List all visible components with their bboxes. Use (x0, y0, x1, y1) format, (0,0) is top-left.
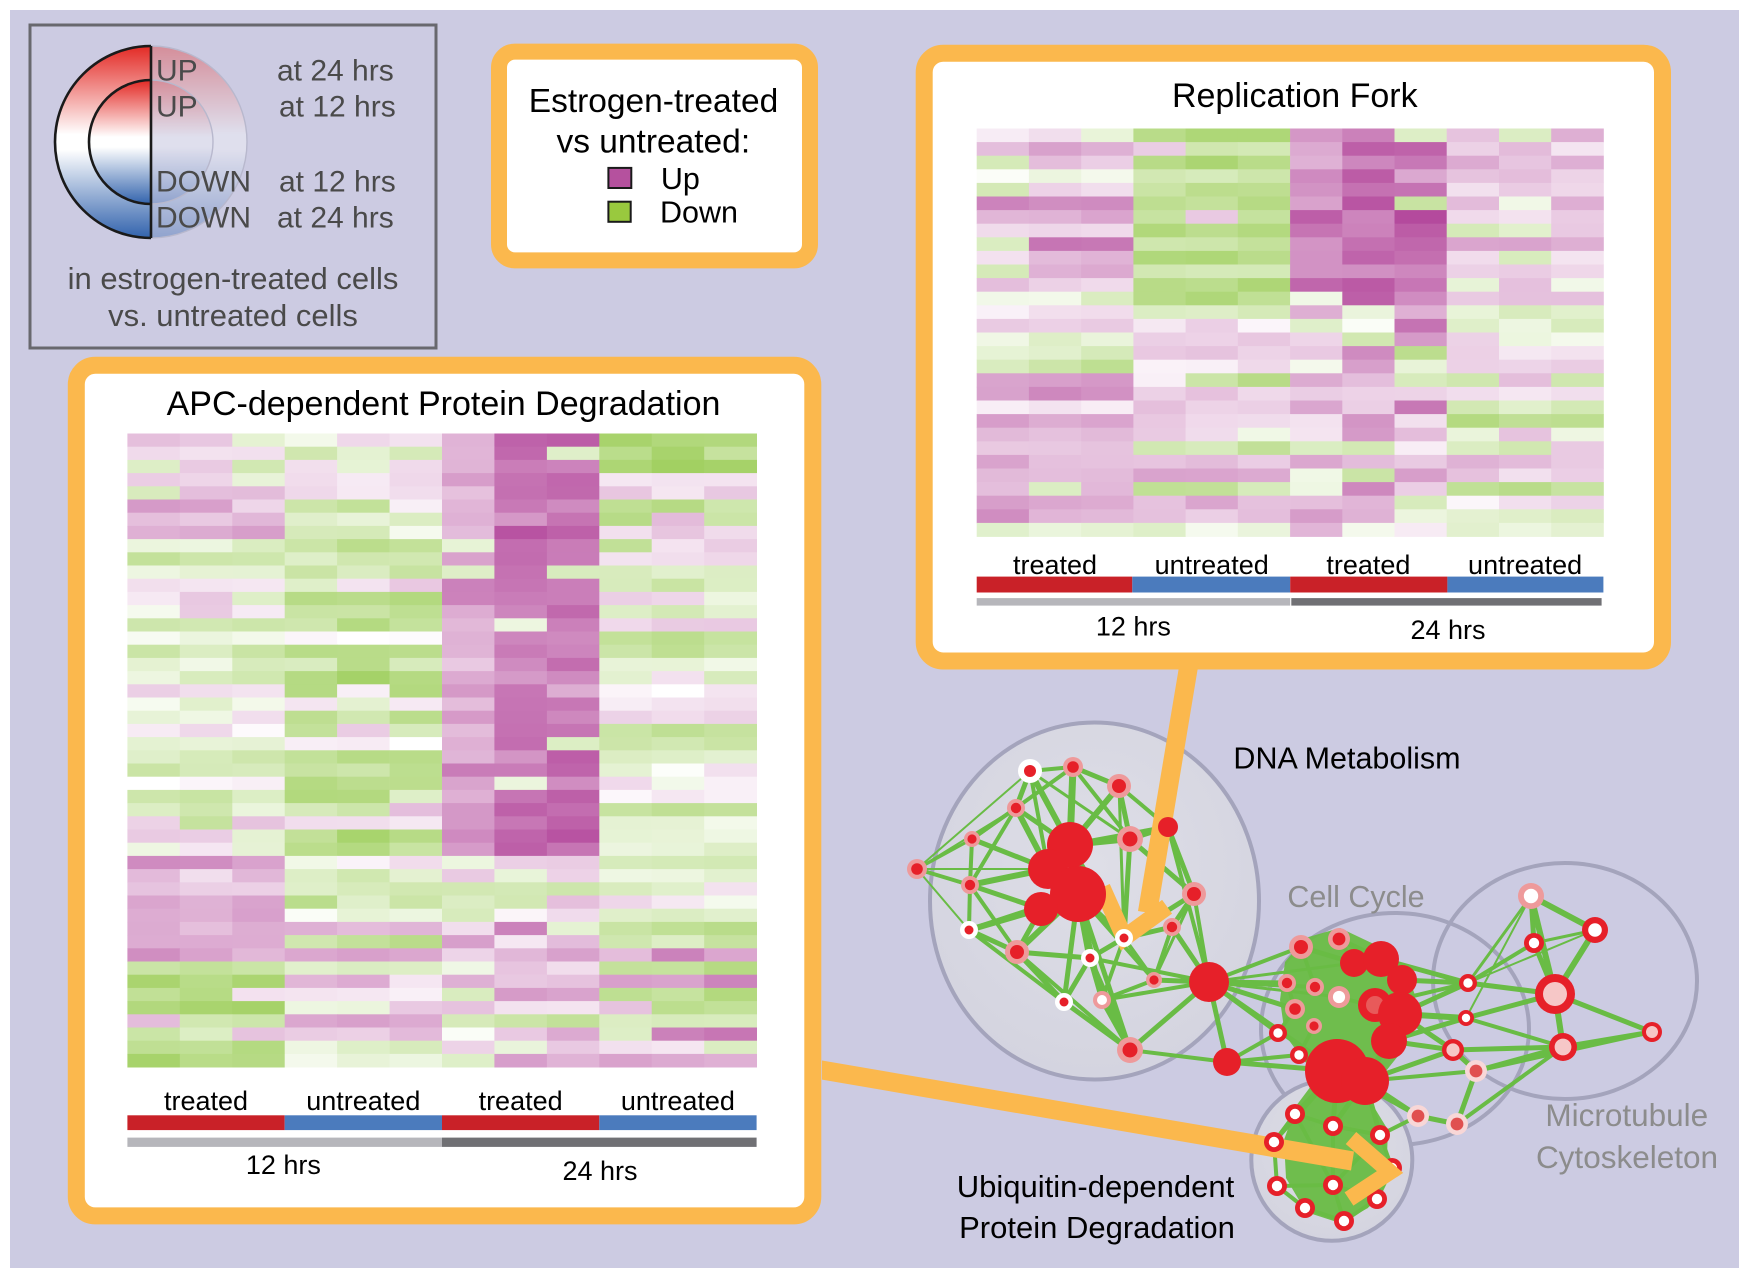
svg-text:24 hrs: 24 hrs (1410, 615, 1485, 645)
svg-text:Ubiquitin-dependent: Ubiquitin-dependent (957, 1169, 1235, 1204)
svg-text:DOWN: DOWN (156, 166, 251, 199)
svg-text:untreated: untreated (621, 1086, 735, 1116)
svg-text:DOWN: DOWN (156, 202, 251, 235)
svg-text:untreated: untreated (1468, 550, 1582, 580)
svg-text:12 hrs: 12 hrs (246, 1150, 321, 1180)
svg-text:Cytoskeleton: Cytoskeleton (1536, 1139, 1718, 1175)
svg-text:24 hrs: 24 hrs (562, 1156, 637, 1186)
svg-text:untreated: untreated (306, 1086, 420, 1116)
svg-text:untreated: untreated (1155, 550, 1269, 580)
svg-text:at 12 hrs: at 12 hrs (279, 166, 396, 199)
svg-text:Up: Up (661, 162, 700, 196)
svg-text:UP: UP (156, 55, 198, 88)
svg-text:Replication Fork: Replication Fork (1172, 77, 1419, 115)
svg-text:Cell Cycle: Cell Cycle (1287, 880, 1424, 914)
svg-text:at 24 hrs: at 24 hrs (277, 55, 394, 88)
svg-text:Microtubule: Microtubule (1545, 1097, 1708, 1133)
svg-text:Estrogen-treated: Estrogen-treated (529, 83, 779, 120)
svg-text:at 24 hrs: at 24 hrs (277, 202, 394, 235)
svg-text:vs untreated:: vs untreated: (556, 123, 750, 160)
svg-text:at 12 hrs: at 12 hrs (279, 91, 396, 124)
svg-text:treated: treated (1326, 550, 1410, 580)
svg-text:treated: treated (479, 1086, 563, 1116)
svg-text:APC-dependent Protein Degradat: APC-dependent Protein Degradation (167, 385, 721, 423)
svg-text:treated: treated (1013, 550, 1097, 580)
svg-text:12 hrs: 12 hrs (1096, 611, 1171, 641)
svg-text:in estrogen-treated cells: in estrogen-treated cells (68, 261, 399, 296)
svg-text:treated: treated (164, 1086, 248, 1116)
svg-text:Down: Down (660, 196, 738, 230)
svg-text:UP: UP (156, 91, 198, 124)
svg-text:vs. untreated cells: vs. untreated cells (108, 298, 358, 333)
svg-text:DNA Metabolism: DNA Metabolism (1233, 742, 1460, 776)
svg-text:Protein Degradation: Protein Degradation (959, 1210, 1235, 1245)
